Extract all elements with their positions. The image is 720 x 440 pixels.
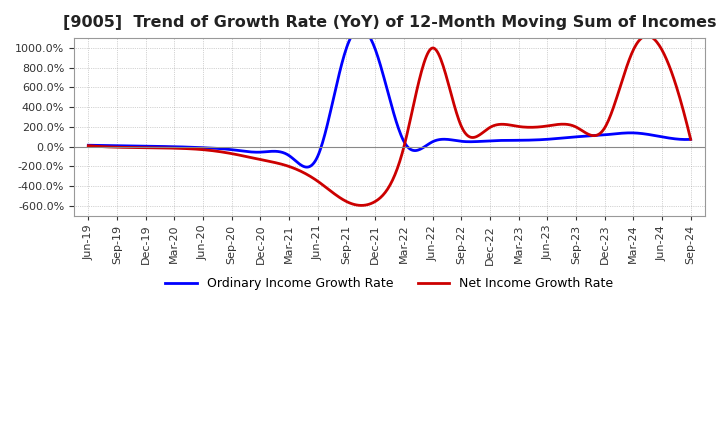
Ordinary Income Growth Rate (376, 62, 384, 68)
Ordinary Income Growth Rate (302, 165, 311, 170)
Net Income Growth Rate (357, 203, 366, 208)
Net Income Growth Rate (686, 137, 695, 142)
Net Income Growth Rate (444, 80, 452, 85)
Line: Ordinary Income Growth Rate: Ordinary Income Growth Rate (89, 28, 690, 167)
Ordinary Income Growth Rate (84, 143, 93, 148)
Ordinary Income Growth Rate (674, 136, 683, 142)
Legend: Ordinary Income Growth Rate, Net Income Growth Rate: Ordinary Income Growth Rate, Net Income … (161, 272, 618, 295)
Ordinary Income Growth Rate (372, 51, 381, 56)
Line: Net Income Growth Rate: Net Income Growth Rate (89, 36, 690, 205)
Net Income Growth Rate (579, 129, 588, 134)
Ordinary Income Growth Rate (413, 148, 421, 153)
Ordinary Income Growth Rate (686, 137, 695, 142)
Net Income Growth Rate (674, 91, 683, 96)
Net Income Growth Rate (375, 196, 384, 202)
Title: [9005]  Trend of Growth Rate (YoY) of 12-Month Moving Sum of Incomes: [9005] Trend of Growth Rate (YoY) of 12-… (63, 15, 716, 30)
Net Income Growth Rate (643, 33, 652, 39)
Net Income Growth Rate (372, 198, 380, 204)
Net Income Growth Rate (411, 94, 420, 99)
Net Income Growth Rate (84, 143, 93, 148)
Ordinary Income Growth Rate (445, 137, 454, 142)
Ordinary Income Growth Rate (580, 134, 589, 139)
Ordinary Income Growth Rate (356, 26, 364, 31)
